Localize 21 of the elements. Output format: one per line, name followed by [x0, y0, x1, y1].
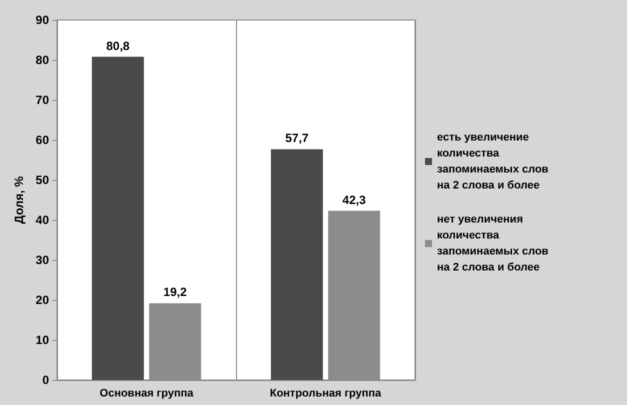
data-label: 80,8 — [106, 38, 130, 53]
x-tick-label: Контрольная группа — [270, 388, 382, 400]
y-tick-label: 30 — [36, 253, 50, 267]
y-tick-label: 0 — [42, 373, 50, 387]
y-tick-label: 20 — [36, 293, 50, 307]
bar — [92, 56, 144, 380]
legend-label: есть увеличение количества запоминаемых слов на 2 слова и более — [437, 132, 552, 192]
y-tick-label: 80 — [36, 53, 50, 67]
data-label: 42,3 — [342, 192, 366, 207]
y-tick-label: 10 — [36, 333, 50, 347]
y-axis-title: Доля, % — [12, 176, 26, 224]
data-label: 19,2 — [163, 285, 188, 300]
legend-label: нет увеличения количества запоминаемых слов на 2 слова и более — [437, 214, 552, 274]
y-tick-label: 70 — [36, 93, 50, 107]
data-label: 57,7 — [285, 131, 309, 146]
y-tick-label: 40 — [36, 213, 50, 227]
x-tick-label: Основная группа — [100, 388, 194, 400]
bar — [270, 149, 323, 380]
y-tick-label: 60 — [36, 133, 50, 147]
y-tick-label: 90 — [36, 13, 50, 27]
y-tick-label: 50 — [36, 173, 50, 187]
